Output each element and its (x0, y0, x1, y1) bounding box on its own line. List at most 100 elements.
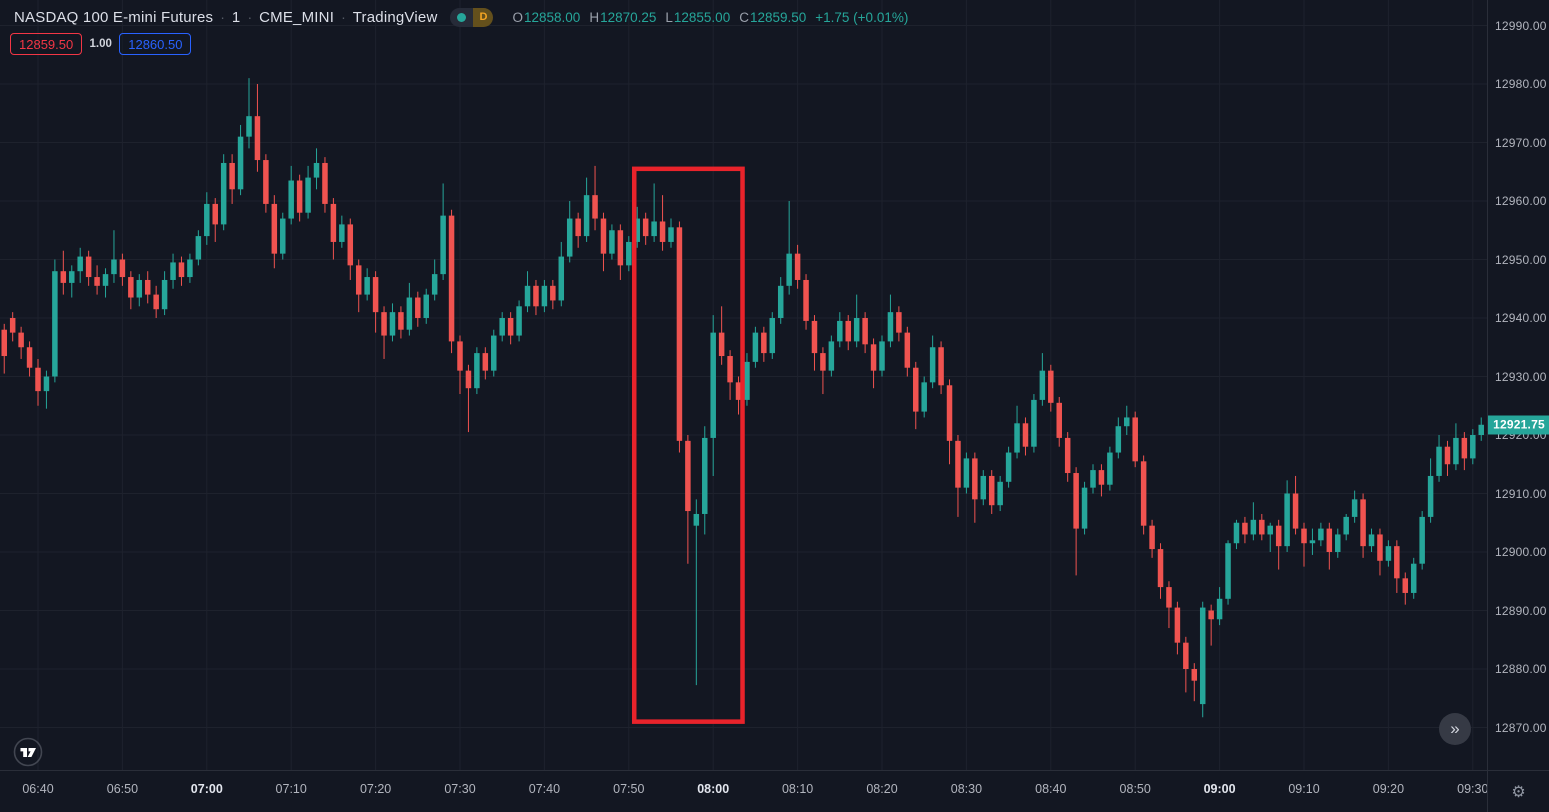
last-price-badge: 12921.75 (1488, 415, 1549, 435)
candle-body (355, 265, 362, 295)
double-chevron-right-icon: » (1450, 718, 1460, 738)
interval-value[interactable]: 1 (231, 8, 241, 26)
candle-body (921, 382, 927, 412)
candle-body (1444, 446, 1451, 465)
candle-body (491, 335, 497, 371)
candle-body (913, 367, 919, 412)
candle-body (296, 180, 303, 213)
candle-body (980, 475, 987, 500)
candle-body (685, 440, 691, 512)
price-axis-label: 12980.00 (1495, 77, 1547, 91)
time-axis[interactable]: 06:40 06:50 07:00 07:10 07:20 07:30 07:40 07:50… (0, 770, 1489, 812)
candle-body (237, 136, 244, 190)
candle-body (651, 221, 657, 237)
candle-body (415, 297, 421, 318)
market-status-pill[interactable]: D (450, 7, 494, 27)
candle-body (1410, 563, 1417, 593)
time-axis-label: 08:30 (950, 782, 983, 796)
separator-dot: · (220, 9, 225, 25)
candle-body (592, 195, 598, 219)
time-axis-label: 09:30 (1457, 782, 1489, 796)
candle-body (204, 203, 210, 237)
candle-body (1073, 473, 1079, 529)
price-axis-label: 12880.00 (1495, 662, 1547, 676)
candle-body (668, 227, 674, 242)
logo-glyph-bar (20, 748, 27, 757)
candle-body (1470, 435, 1476, 459)
candle-body (1157, 549, 1164, 588)
candle-body (1394, 546, 1400, 579)
candle-body (60, 271, 67, 283)
low-label: L (665, 9, 673, 25)
candle-body (153, 294, 159, 310)
symbol-title[interactable]: NASDAQ 100 E-mini Futures (14, 8, 214, 26)
price-axis-label: 12930.00 (1495, 369, 1547, 384)
candle-body (271, 203, 278, 254)
candle-body (1225, 543, 1231, 599)
candle-body (828, 341, 835, 371)
time-axis-label: 08:10 (781, 782, 814, 796)
time-axis-label: 06:50 (106, 782, 139, 796)
close-label: C (739, 9, 749, 25)
chart-plot-area[interactable] (0, 0, 1487, 770)
candle-body (887, 312, 894, 342)
delayed-data-badge: D (473, 7, 494, 27)
open-label: O (512, 9, 523, 25)
candle-body (364, 277, 370, 295)
candle-body (1039, 370, 1046, 400)
candle-body (1064, 437, 1071, 474)
candle-body (904, 332, 911, 368)
status-dot-icon (457, 12, 467, 22)
market-open-indicator (450, 7, 474, 27)
candle-body (752, 332, 759, 362)
candle-body (35, 367, 41, 392)
candle-body (1377, 534, 1383, 561)
candles-group (1, 78, 1484, 718)
spread-value: 1.00 (89, 38, 112, 50)
candle-body (1292, 493, 1299, 529)
time-axis-label: 07:10 (275, 782, 307, 796)
candle-body (1166, 587, 1172, 608)
candle-body (1056, 402, 1062, 438)
candle-body (128, 277, 134, 298)
candle-body (1149, 525, 1155, 550)
candle-body (541, 285, 548, 307)
candle-body (1208, 610, 1214, 620)
candle-body (946, 385, 953, 441)
time-axis-label: 08:40 (1035, 782, 1067, 796)
expand-toolbar-button[interactable]: » (1439, 713, 1471, 745)
candle-body (144, 279, 151, 295)
separator-dot: · (247, 9, 253, 25)
candle-body (550, 285, 556, 301)
candle-body (1461, 437, 1468, 459)
provider-name[interactable]: TradingView (352, 8, 438, 26)
candle-body (161, 279, 168, 310)
annotation-rectangle[interactable] (631, 166, 745, 724)
candle-body (1309, 540, 1316, 544)
candle-body (761, 332, 767, 354)
sell-button[interactable]: 12859.50 (10, 33, 83, 55)
candle-body (1453, 437, 1459, 465)
candle-body (220, 162, 227, 225)
price-axis[interactable]: 12921.75 12990.00 12980.00 12970.00 12960.0… (1487, 0, 1549, 770)
candle-body (634, 218, 640, 242)
candle-body (431, 274, 438, 295)
candle-body (566, 218, 573, 257)
candle-body (229, 162, 235, 190)
candle-body (533, 285, 539, 307)
candle-body (642, 218, 649, 237)
candle-body (600, 218, 607, 254)
candle-body (1048, 370, 1054, 403)
candle-body (1098, 470, 1105, 485)
candle-body (474, 353, 480, 389)
axis-settings-corner[interactable]: ⚙ (1487, 770, 1549, 812)
price-axis-label: 12890.00 (1495, 603, 1547, 618)
candle-body (1267, 525, 1273, 535)
candle-body (963, 458, 970, 488)
exchange-name[interactable]: CME_MINI (259, 8, 335, 26)
candle-body (136, 279, 143, 298)
price-axis-label: 12950.00 (1495, 252, 1547, 267)
candle-body (820, 353, 826, 371)
tradingview-logo[interactable] (13, 737, 43, 767)
buy-button[interactable]: 12860.50 (119, 33, 192, 55)
